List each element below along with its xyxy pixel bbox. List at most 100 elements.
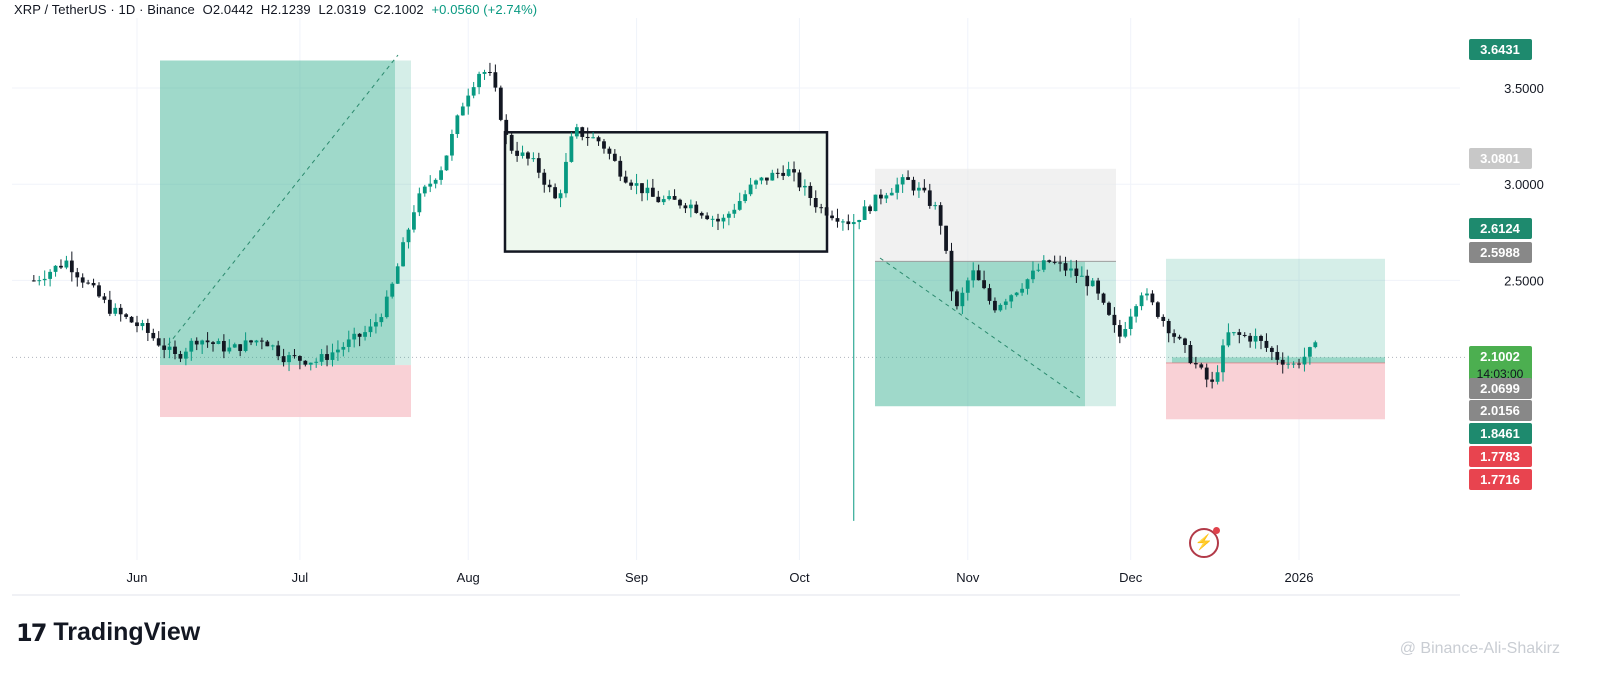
candle	[227, 339, 232, 354]
candle	[1215, 365, 1220, 385]
candle-body	[401, 242, 405, 267]
candle-body	[634, 183, 639, 186]
tradingview-logo[interactable]: 17 TradingView	[16, 618, 200, 647]
candle-body	[129, 316, 134, 323]
candle	[1297, 358, 1301, 369]
candle	[802, 179, 807, 196]
candle	[580, 126, 585, 141]
candle	[216, 338, 221, 345]
candle-body	[960, 292, 965, 307]
candle	[1079, 266, 1084, 277]
price-label-1.7716: 1.7716	[1469, 469, 1532, 490]
candle	[444, 155, 449, 171]
candle-body	[422, 186, 427, 194]
candle-body	[553, 187, 558, 199]
price-label-text: 3.0801	[1480, 151, 1520, 166]
candle	[59, 259, 63, 270]
low-value: L2.0319	[318, 2, 367, 17]
candle-body	[862, 206, 867, 220]
candle-body	[1161, 316, 1166, 321]
candle-body	[927, 190, 932, 206]
candle	[1253, 328, 1258, 349]
candle	[851, 213, 856, 521]
candle	[650, 178, 655, 197]
candle-body	[1188, 345, 1193, 364]
y-tick-label: 2.5000	[1504, 273, 1544, 288]
candle	[629, 179, 634, 190]
symbol-label[interactable]: XRP / TetherUS · 1D · Binance	[14, 2, 195, 17]
candle	[1134, 304, 1139, 323]
candle-body	[37, 280, 42, 282]
candle	[86, 279, 91, 285]
candle	[1036, 263, 1041, 273]
candle-body	[346, 339, 351, 347]
candle-body	[694, 204, 699, 213]
price-label-3.6431: 3.6431	[1469, 39, 1532, 60]
price-label-text: 1.8461	[1480, 426, 1520, 441]
candle	[596, 135, 601, 146]
x-tick-Dec: Dec	[1119, 570, 1143, 585]
candle	[298, 355, 302, 370]
candle-body	[933, 205, 938, 207]
candle-body	[851, 222, 856, 225]
candle	[993, 297, 997, 313]
candle-body	[86, 282, 91, 284]
candle-body	[232, 344, 237, 348]
candle-body	[455, 115, 460, 135]
candle	[384, 290, 389, 319]
candle-body	[585, 136, 590, 139]
price-label-bg	[1469, 423, 1532, 444]
candle-body	[688, 204, 693, 209]
candle	[1291, 361, 1296, 368]
x-tick-Nov: Nov	[956, 570, 980, 585]
candle-body	[645, 187, 650, 194]
candle	[504, 114, 509, 145]
candle	[699, 211, 704, 219]
candle	[1177, 334, 1182, 340]
candle	[520, 145, 525, 159]
candle-body	[97, 285, 101, 297]
candle	[91, 278, 96, 288]
candle-body	[173, 346, 177, 354]
candle-body	[1047, 260, 1052, 262]
candle-body	[1193, 363, 1198, 365]
long2-profit-zone	[1166, 258, 1385, 364]
candle-body	[770, 172, 775, 181]
candle	[42, 270, 47, 286]
short-path	[879, 257, 1084, 401]
candle-body	[889, 192, 894, 196]
candle	[808, 182, 813, 206]
candle-body	[764, 177, 769, 181]
candle	[363, 325, 367, 341]
candle	[640, 183, 644, 202]
price-label-2.0156: 2.0156	[1469, 400, 1532, 421]
candle	[1069, 259, 1073, 278]
candle-body	[482, 71, 487, 74]
candle-body	[1041, 260, 1046, 270]
candle-body	[1155, 302, 1160, 317]
candle	[31, 275, 36, 282]
candle-body	[390, 283, 395, 297]
candle	[281, 348, 286, 367]
candle	[265, 340, 270, 347]
candle-body	[368, 326, 373, 333]
candle	[1161, 314, 1166, 327]
candle	[1107, 301, 1111, 317]
candle	[493, 64, 498, 92]
candle-body	[205, 340, 210, 343]
candle	[205, 332, 210, 348]
candle	[1275, 345, 1280, 366]
price-label-3.0801: 3.0801	[1469, 148, 1532, 169]
candle	[775, 168, 780, 179]
chart-header: XRP / TetherUS · 1D · Binance O2.0442 H2…	[14, 2, 541, 17]
lightning-icon[interactable]: ⚡	[1189, 527, 1220, 558]
candle	[607, 146, 612, 160]
candle	[1128, 308, 1133, 336]
candle-body	[607, 148, 612, 154]
candle	[80, 273, 85, 288]
candle	[1199, 362, 1204, 370]
candle	[303, 360, 308, 367]
candle-body	[363, 332, 367, 337]
candle	[917, 182, 921, 198]
